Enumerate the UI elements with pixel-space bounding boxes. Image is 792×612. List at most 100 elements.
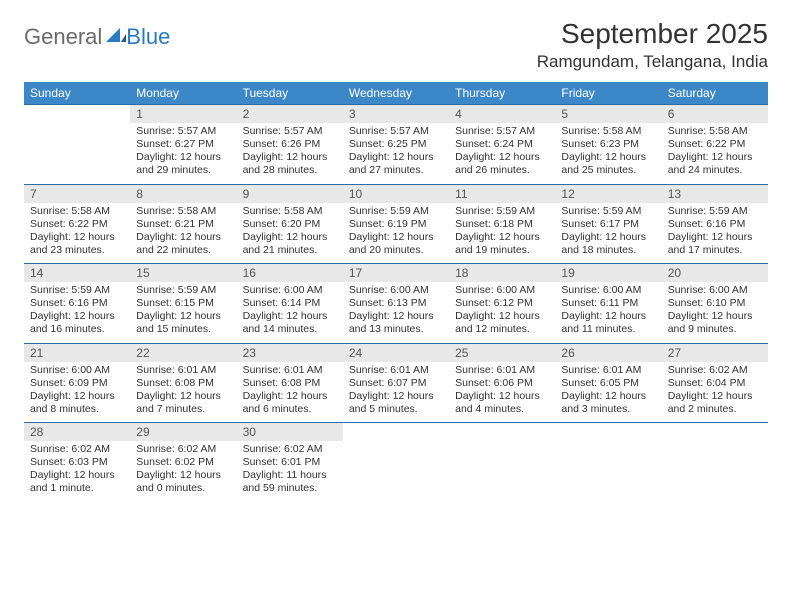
weekday-header-row: Sunday Monday Tuesday Wednesday Thursday…	[24, 82, 768, 105]
day-detail-line: and 16 minutes.	[30, 323, 124, 336]
day-detail-line: Daylight: 12 hours	[668, 310, 762, 323]
day-detail-cell: Sunrise: 5:57 AMSunset: 6:27 PMDaylight:…	[130, 123, 236, 184]
day-detail-line: Sunset: 6:07 PM	[349, 377, 443, 390]
day-number-cell: 16	[237, 264, 343, 283]
day-detail-line: and 29 minutes.	[136, 164, 230, 177]
day-detail-cell: Sunrise: 5:59 AMSunset: 6:19 PMDaylight:…	[343, 203, 449, 264]
day-number-cell: 9	[237, 184, 343, 203]
day-detail-line: Sunset: 6:16 PM	[668, 218, 762, 231]
day-number-cell: 4	[449, 105, 555, 124]
day-detail-line: Daylight: 12 hours	[455, 231, 549, 244]
day-number-cell: 14	[24, 264, 130, 283]
day-detail-cell: Sunrise: 5:58 AMSunset: 6:20 PMDaylight:…	[237, 203, 343, 264]
day-detail-line: Sunset: 6:08 PM	[243, 377, 337, 390]
day-detail-cell: Sunrise: 6:00 AMSunset: 6:11 PMDaylight:…	[555, 282, 661, 343]
day-detail-line: and 15 minutes.	[136, 323, 230, 336]
day-detail-line: Sunset: 6:13 PM	[349, 297, 443, 310]
day-detail-line: Sunset: 6:19 PM	[349, 218, 443, 231]
day-number-cell: 1	[130, 105, 236, 124]
logo-sail-icon	[106, 24, 126, 50]
day-number-cell: 5	[555, 105, 661, 124]
day-detail-line: Sunrise: 5:59 AM	[136, 284, 230, 297]
title-block: September 2025 Ramgundam, Telangana, Ind…	[537, 18, 768, 72]
day-detail-line: Sunset: 6:22 PM	[30, 218, 124, 231]
brand-word2: Blue	[126, 24, 170, 50]
day-detail-cell	[24, 123, 130, 184]
day-detail-line: Sunset: 6:01 PM	[243, 456, 337, 469]
day-detail-line: Daylight: 11 hours	[243, 469, 337, 482]
day-number-cell: 10	[343, 184, 449, 203]
day-detail-line: Daylight: 12 hours	[136, 310, 230, 323]
day-number-cell: 23	[237, 343, 343, 362]
day-detail-line: Sunrise: 6:00 AM	[455, 284, 549, 297]
day-detail-cell: Sunrise: 6:00 AMSunset: 6:09 PMDaylight:…	[24, 362, 130, 423]
day-detail-line: Sunrise: 6:01 AM	[455, 364, 549, 377]
day-detail-line: and 26 minutes.	[455, 164, 549, 177]
day-detail-cell	[555, 441, 661, 502]
day-detail-line: Sunrise: 5:58 AM	[561, 125, 655, 138]
day-detail-line: Daylight: 12 hours	[136, 390, 230, 403]
weekday-header: Saturday	[662, 82, 768, 105]
day-number-row: 21222324252627	[24, 343, 768, 362]
day-detail-line: Sunset: 6:03 PM	[30, 456, 124, 469]
day-number-cell: 26	[555, 343, 661, 362]
day-detail-line: Sunrise: 5:59 AM	[30, 284, 124, 297]
day-detail-line: Sunrise: 6:00 AM	[349, 284, 443, 297]
day-detail-line: Daylight: 12 hours	[30, 390, 124, 403]
day-detail-line: Daylight: 12 hours	[30, 310, 124, 323]
day-detail-cell: Sunrise: 6:01 AMSunset: 6:08 PMDaylight:…	[237, 362, 343, 423]
day-detail-line: and 5 minutes.	[349, 403, 443, 416]
day-number-cell: 2	[237, 105, 343, 124]
day-detail-line: and 27 minutes.	[349, 164, 443, 177]
day-detail-line: Sunrise: 6:02 AM	[243, 443, 337, 456]
day-detail-line: Daylight: 12 hours	[561, 310, 655, 323]
day-detail-cell: Sunrise: 6:00 AMSunset: 6:13 PMDaylight:…	[343, 282, 449, 343]
day-detail-line: and 28 minutes.	[243, 164, 337, 177]
day-detail-line: Daylight: 12 hours	[349, 390, 443, 403]
weekday-header: Tuesday	[237, 82, 343, 105]
day-detail-line: Sunset: 6:16 PM	[30, 297, 124, 310]
day-detail-line: Sunrise: 6:02 AM	[136, 443, 230, 456]
day-detail-cell: Sunrise: 6:00 AMSunset: 6:14 PMDaylight:…	[237, 282, 343, 343]
day-detail-line: Daylight: 12 hours	[243, 390, 337, 403]
day-detail-cell: Sunrise: 6:02 AMSunset: 6:03 PMDaylight:…	[24, 441, 130, 502]
day-detail-line: Daylight: 12 hours	[349, 310, 443, 323]
day-detail-line: and 18 minutes.	[561, 244, 655, 257]
day-detail-line: Sunrise: 5:57 AM	[136, 125, 230, 138]
day-detail-line: Daylight: 12 hours	[561, 231, 655, 244]
day-number-row: 123456	[24, 105, 768, 124]
day-detail-line: Daylight: 12 hours	[136, 151, 230, 164]
day-detail-line: Sunset: 6:09 PM	[30, 377, 124, 390]
day-detail-line: Sunset: 6:14 PM	[243, 297, 337, 310]
day-number-cell: 22	[130, 343, 236, 362]
day-detail-cell: Sunrise: 6:02 AMSunset: 6:04 PMDaylight:…	[662, 362, 768, 423]
day-detail-line: and 25 minutes.	[561, 164, 655, 177]
day-detail-line: and 14 minutes.	[243, 323, 337, 336]
day-detail-row: Sunrise: 5:58 AMSunset: 6:22 PM Daylight:…	[24, 203, 768, 264]
day-detail-line: Sunrise: 6:00 AM	[561, 284, 655, 297]
weekday-header: Friday	[555, 82, 661, 105]
day-detail-line: Sunrise: 5:58 AM	[30, 205, 124, 218]
day-number-cell	[24, 105, 130, 124]
day-detail-cell: Sunrise: 5:58 AMSunset: 6:22 PMDaylight:…	[24, 203, 130, 264]
day-detail-line: and 21 minutes.	[243, 244, 337, 257]
day-detail-line: Sunset: 6:08 PM	[136, 377, 230, 390]
day-detail-line: and 13 minutes.	[349, 323, 443, 336]
day-detail-line: Daylight: 12 hours	[243, 310, 337, 323]
day-detail-line: Sunrise: 6:01 AM	[136, 364, 230, 377]
weekday-header: Thursday	[449, 82, 555, 105]
day-detail-line: Daylight: 12 hours	[349, 151, 443, 164]
day-number-cell: 18	[449, 264, 555, 283]
day-number-cell: 15	[130, 264, 236, 283]
day-number-cell: 12	[555, 184, 661, 203]
day-detail-line: Daylight: 12 hours	[349, 231, 443, 244]
day-number-cell	[343, 423, 449, 442]
day-detail-line: and 1 minute.	[30, 482, 124, 495]
day-number-cell: 13	[662, 184, 768, 203]
day-detail-line: and 24 minutes.	[668, 164, 762, 177]
weekday-header: Wednesday	[343, 82, 449, 105]
day-detail-line: Sunrise: 6:02 AM	[30, 443, 124, 456]
day-number-cell: 24	[343, 343, 449, 362]
day-detail-line: and 19 minutes.	[455, 244, 549, 257]
day-detail-line: Sunset: 6:17 PM	[561, 218, 655, 231]
